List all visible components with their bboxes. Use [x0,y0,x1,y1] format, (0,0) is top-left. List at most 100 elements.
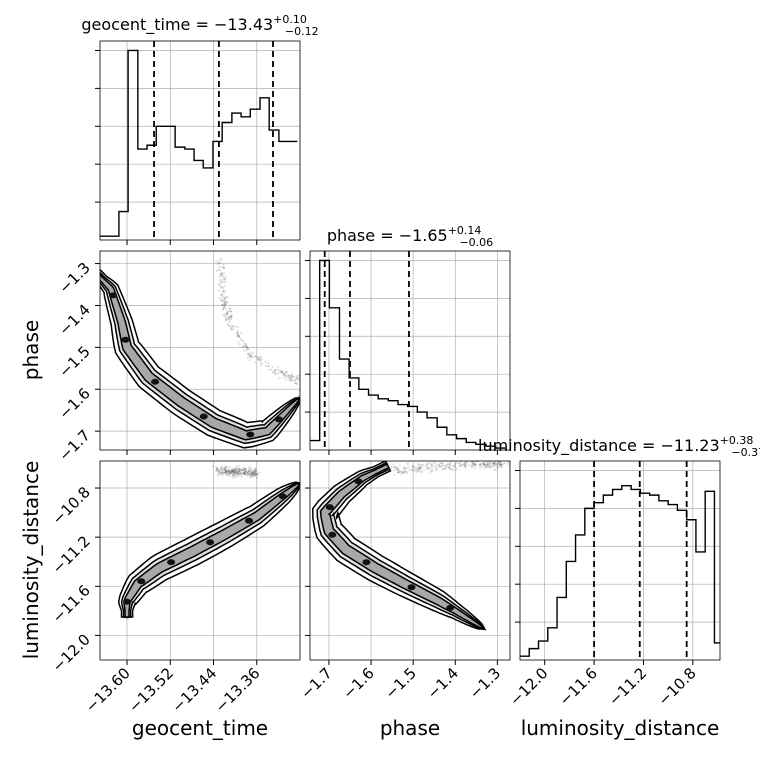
density-peak [446,604,455,611]
sample-point [446,465,449,468]
sample-point [218,266,221,269]
sample-point [453,463,456,466]
sample-point [458,464,461,467]
sample-point [94,270,96,272]
sample-point [225,472,228,475]
sample-point [483,462,486,465]
sample-point [479,467,481,469]
sample-point [471,461,474,463]
sample-point [229,472,231,474]
sample-point [222,307,225,310]
sample-point [230,327,233,330]
sample-point [444,465,447,468]
sample-point [270,368,273,371]
sample-point [448,463,451,465]
sample-point [395,466,398,469]
sample-point [223,267,226,269]
sample-point [417,467,420,470]
title-geocent-time-sub: −0.12 [285,25,319,38]
sample-point [249,472,252,475]
sample-point [221,474,224,477]
scatter-xtick-label: −1.7 [297,664,335,702]
sample-point [294,379,297,382]
sample-point [228,466,231,469]
sample-point [220,273,223,275]
sample-point [499,463,502,466]
sample-point [500,461,503,464]
sample-point [244,473,246,475]
hist-xtick-label: −11.2 [605,664,650,709]
sample-point [235,470,238,473]
sample-point [493,462,495,465]
sample-point [232,473,235,476]
sample-point [252,470,255,473]
sample-point [471,465,474,468]
sample-point [486,462,489,464]
sample-point [247,470,250,473]
sample-point [250,468,253,471]
sample-point [458,462,461,465]
sample-point [463,462,466,465]
sample-point [233,473,236,476]
sample-point [451,468,453,471]
sample-point [429,471,432,473]
sample-point [236,469,239,472]
sample-point [291,373,293,376]
sample-point [279,369,281,372]
sample-point [233,325,236,328]
sample-point [248,466,251,469]
sample-point [238,335,240,338]
sample-point [242,339,245,342]
sample-point [216,468,219,471]
sample-point [438,465,441,468]
sample-point [247,352,250,355]
sample-point [481,465,484,468]
sample-point [274,373,277,376]
sample-point [238,469,241,472]
sample-point [97,270,99,272]
sample-point [492,465,495,468]
sample-point [246,471,249,474]
sample-point [230,472,233,474]
sample-point [465,461,468,464]
sample-point [264,360,267,363]
sample-point [231,469,234,472]
sample-point [392,465,395,468]
sample-point [224,316,227,319]
sample-point [453,465,456,468]
histogram-luminosity-distance: −12.0 −11.6 −11.2 −10.8 [506,460,721,709]
sample-point [232,469,235,471]
sample-point [442,467,445,470]
sample-point [485,466,488,469]
sample-point [285,370,288,373]
sample-point [250,466,252,469]
title-luminosity-distance-sup: +0.38 [720,434,754,447]
sample-point [223,468,226,471]
sample-point [217,262,220,265]
scatter-frame [309,460,511,661]
contour-level-3 [319,463,486,631]
sample-point [226,313,229,315]
sample-point [251,471,254,474]
sample-point [256,473,259,476]
sample-point [402,467,405,470]
sample-point [488,461,491,464]
sample-point [410,469,413,471]
sample-point [222,313,225,316]
sample-point [492,463,495,465]
sample-point [430,469,433,472]
title-phase-sub: −0.06 [459,236,493,249]
sample-point [406,472,409,475]
sample-point [301,379,303,381]
sample-point [248,354,251,356]
sample-point [237,334,240,337]
density-peak [199,413,208,420]
sample-point [490,466,493,469]
sample-point [232,469,235,472]
sample-point [220,294,223,297]
sample-point [240,468,243,471]
sample-point [486,464,489,467]
sample-point [256,473,259,476]
sample-point [220,299,223,302]
sample-point [493,462,496,465]
